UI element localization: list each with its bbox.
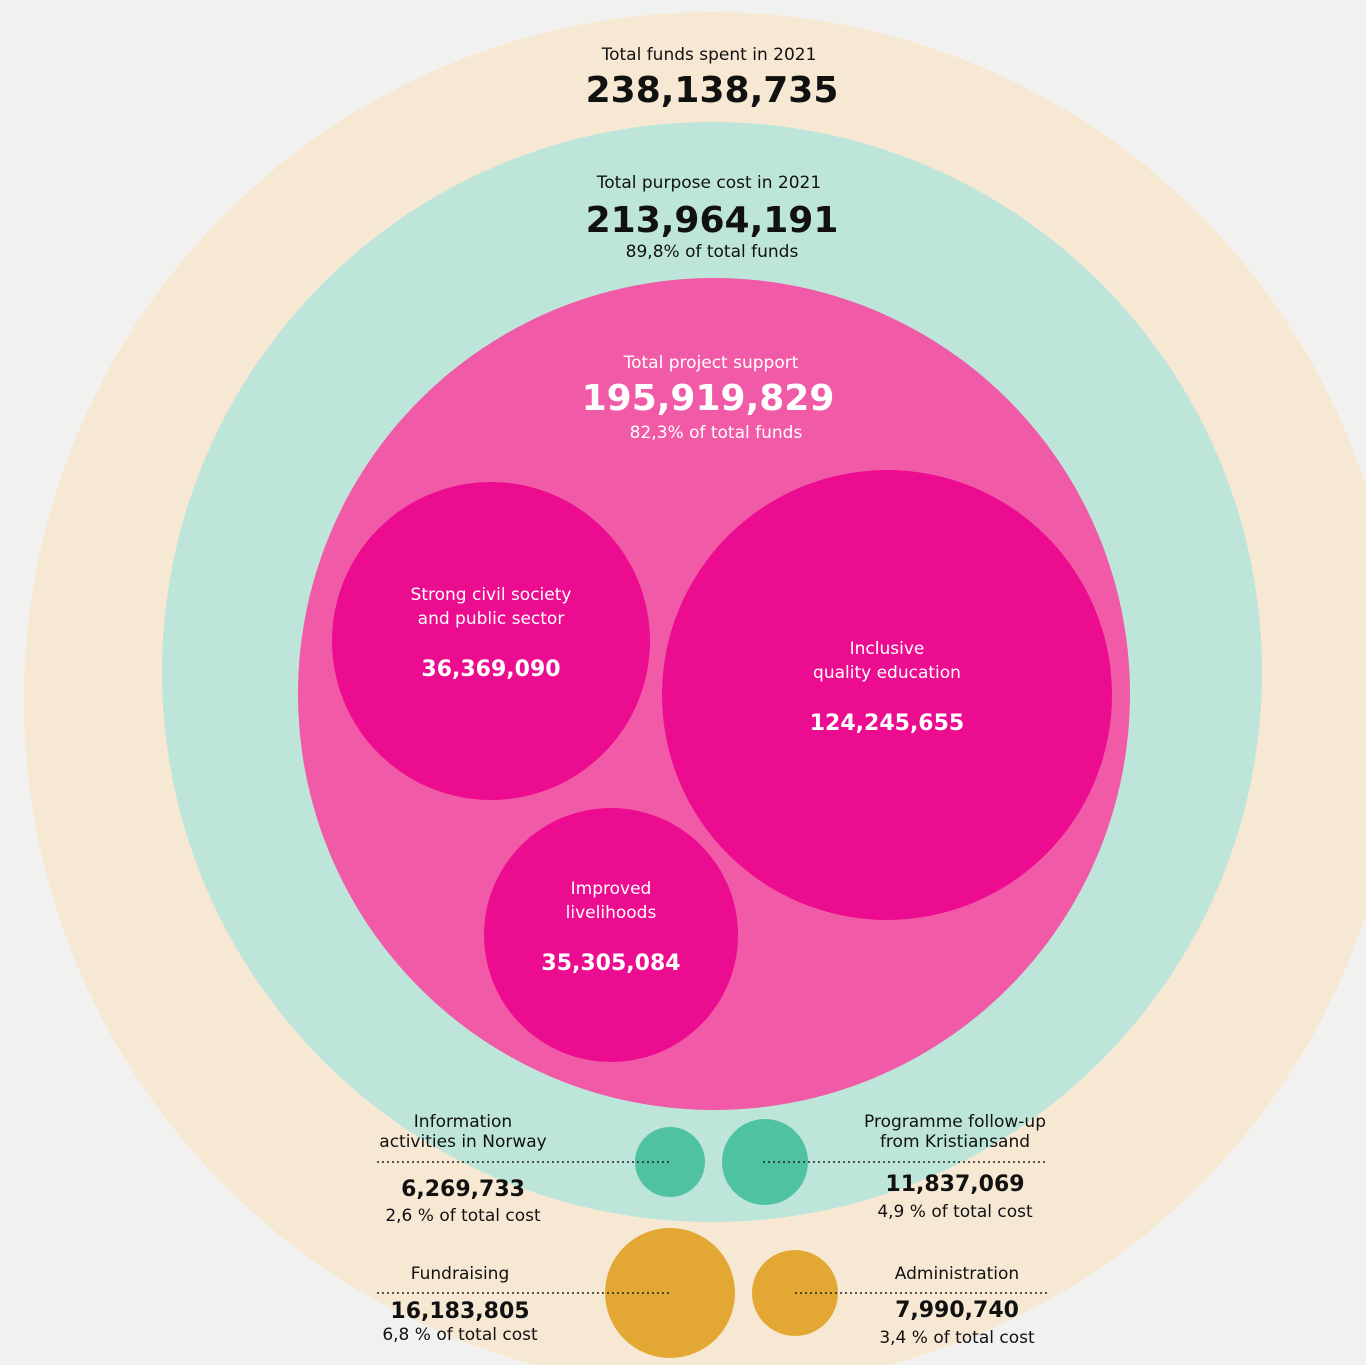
value-label: 7,990,740 — [895, 1298, 1019, 1323]
value-label: 36,369,090 — [421, 657, 560, 682]
value-label: 11,837,069 — [885, 1172, 1024, 1197]
bubble-label: livelihoods — [566, 903, 657, 923]
bubble — [635, 1127, 705, 1197]
title: Total purpose cost in 2021 — [596, 173, 821, 193]
share-label: 6,8 % of total cost — [382, 1325, 538, 1345]
bubble — [662, 470, 1112, 920]
value-label: 16,183,805 — [390, 1299, 529, 1324]
bubble — [332, 482, 650, 800]
bubble-label: Improved — [571, 879, 652, 899]
value-label: 238,138,735 — [586, 70, 839, 111]
share-label: 2,6 % of total cost — [385, 1206, 541, 1226]
bubble — [484, 808, 738, 1062]
value-label: 124,245,655 — [810, 711, 964, 736]
title: Total project support — [623, 353, 799, 373]
bubble-label: and public sector — [418, 609, 565, 629]
bubble-label: Strong civil society — [411, 585, 572, 605]
bubble-label: Information — [414, 1112, 512, 1132]
bubble — [605, 1228, 735, 1358]
share-label: 4,9 % of total cost — [877, 1202, 1033, 1222]
title: Total funds spent in 2021 — [601, 45, 817, 65]
bubble-label: activities in Norway — [379, 1132, 546, 1152]
share-label: 89,8% of total funds — [626, 242, 799, 262]
bubble-label: quality education — [813, 663, 961, 683]
value-label: 6,269,733 — [401, 1177, 525, 1202]
share-label: 3,4 % of total cost — [879, 1328, 1035, 1348]
bubble-label: Fundraising — [411, 1264, 509, 1284]
bubble-label: Administration — [895, 1264, 1019, 1284]
value-label: 195,919,829 — [582, 378, 835, 419]
bubble-label: Inclusive — [850, 639, 925, 659]
share-label: 82,3% of total funds — [630, 423, 803, 443]
bubble-label: Programme follow-up — [864, 1112, 1046, 1132]
value-label: 35,305,084 — [541, 951, 680, 976]
bubble-label: from Kristiansand — [880, 1132, 1030, 1152]
value-label: 213,964,191 — [586, 200, 839, 241]
